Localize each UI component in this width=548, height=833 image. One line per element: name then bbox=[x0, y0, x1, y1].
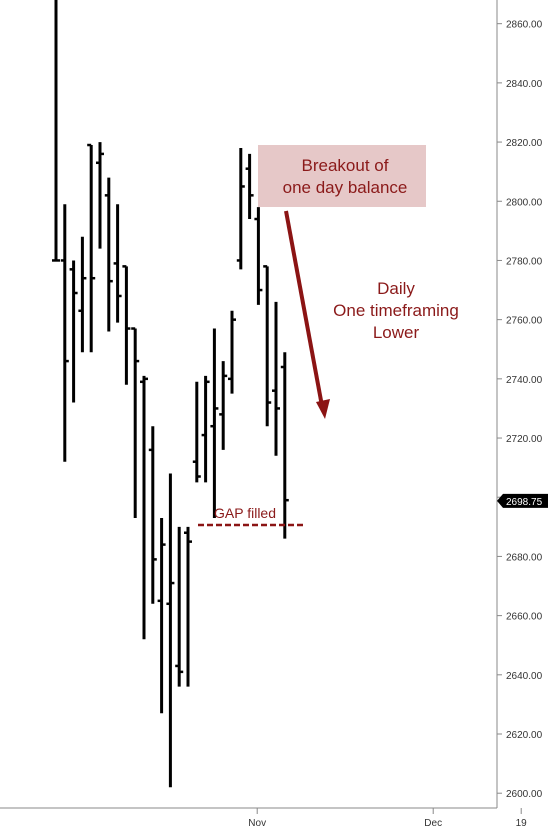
ohlc-bar bbox=[245, 153, 254, 220]
ohlc-bar bbox=[254, 207, 263, 305]
ohlc-bar bbox=[122, 265, 131, 385]
ohlc-bar bbox=[60, 204, 69, 462]
last-price-marker: 2698.75 bbox=[497, 493, 548, 508]
ohlc-bar bbox=[192, 381, 201, 483]
daily-annotation-line3: Lower bbox=[373, 323, 420, 342]
y-tick-label: 2800.00 bbox=[506, 197, 543, 208]
y-tick-label: 2760.00 bbox=[506, 316, 543, 327]
y-tick-label: 2860.00 bbox=[506, 20, 543, 31]
ohlc-bar bbox=[236, 147, 245, 270]
ohlc-bar bbox=[69, 260, 78, 403]
breakout-annotation-line1: Breakout of bbox=[302, 156, 389, 175]
ohlc-bar bbox=[96, 142, 104, 249]
ohlc-bar bbox=[280, 352, 289, 539]
y-tick-label: 2720.00 bbox=[506, 434, 543, 445]
daily-annotation-line2: One timeframing bbox=[333, 301, 459, 320]
ohlc-bar bbox=[219, 361, 228, 450]
ohlc-series bbox=[52, 0, 289, 788]
ohlc-bar bbox=[113, 204, 122, 323]
daily-annotation-line1: Daily bbox=[377, 279, 415, 298]
last-price-label: 2698.75 bbox=[506, 497, 543, 508]
last-price-badge bbox=[497, 493, 548, 508]
ohlc-bar bbox=[272, 301, 280, 456]
y-tick-label: 2740.00 bbox=[506, 375, 543, 386]
ohlc-bar bbox=[131, 327, 140, 518]
ohlc-bar bbox=[157, 517, 166, 714]
gap-filled-label: GAP filled bbox=[214, 505, 276, 521]
downtrend-arrow-shaft bbox=[284, 210, 324, 407]
ohlc-bar bbox=[166, 473, 175, 788]
y-tick-label: 2660.00 bbox=[506, 612, 543, 623]
ohlc-bar bbox=[263, 265, 272, 427]
x-tick-label: Nov bbox=[248, 818, 266, 829]
y-tick-label: 2780.00 bbox=[506, 256, 543, 267]
ohlc-bar bbox=[140, 375, 148, 640]
breakout-annotation-line2: one day balance bbox=[283, 178, 408, 197]
ohlc-bar bbox=[104, 177, 113, 332]
ohlc-bar bbox=[52, 0, 60, 262]
ohlc-bar bbox=[175, 526, 184, 687]
ohlc-bar bbox=[184, 526, 192, 687]
ohlc-bar bbox=[78, 236, 87, 353]
y-tick-label: 2600.00 bbox=[506, 789, 543, 800]
y-tick-label: 2840.00 bbox=[506, 79, 543, 90]
ohlc-bar bbox=[87, 143, 96, 353]
y-tick-label: 2820.00 bbox=[506, 138, 543, 149]
chart-axes bbox=[0, 0, 498, 809]
downtrend-arrow-head bbox=[316, 399, 330, 419]
ohlc-bar bbox=[148, 426, 157, 604]
ohlc-bar bbox=[210, 328, 219, 518]
ohlc-bar bbox=[201, 375, 210, 483]
x-tick-label: 19 bbox=[516, 818, 528, 829]
breakout-annotation-box bbox=[258, 145, 426, 207]
x-axis-ticks: NovDec19Feb bbox=[248, 808, 528, 829]
y-tick-label: 2620.00 bbox=[506, 730, 543, 741]
y-tick-label: 2640.00 bbox=[506, 671, 543, 682]
ohlc-bar bbox=[228, 310, 236, 394]
x-tick-label: Dec bbox=[424, 818, 442, 829]
y-tick-label: 2680.00 bbox=[506, 552, 543, 563]
